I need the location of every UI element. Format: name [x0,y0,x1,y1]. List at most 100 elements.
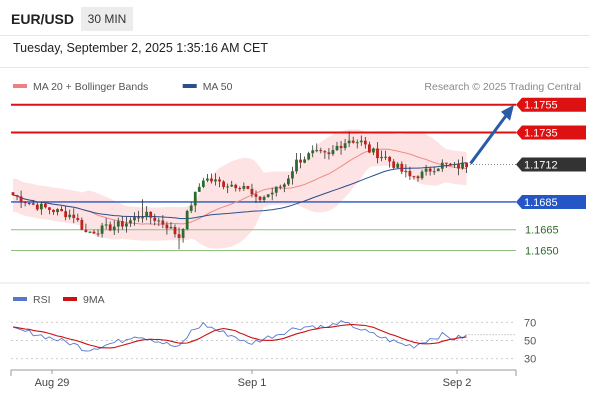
candle-body [15,195,19,197]
candle-body [465,162,468,168]
candle-body [218,179,221,182]
candle-body [355,142,359,144]
candle-body [331,150,335,155]
candle-body [400,163,404,172]
candle-body [404,171,408,173]
credit-text: Research © 2025 Trading Central [424,81,581,93]
candle-body [453,164,456,166]
level-label-1.1650: 1.1650 [525,246,559,258]
candle-body [169,226,173,229]
candle-body [193,191,197,206]
candle-body [112,226,116,231]
candle-body [157,220,161,222]
candle-body [424,168,428,172]
candle-body [72,214,76,219]
level-label-1.1735: 1.1735 [524,128,558,140]
candle-body [380,156,383,159]
candle-body [201,180,205,187]
candle-body [189,205,193,211]
candle-body [153,217,157,221]
candle-body [246,186,250,189]
candle-body [432,171,436,173]
candle-body [282,184,286,188]
legend-label-0: MA 20 + Bollinger Bands [33,81,148,93]
candle-body [461,162,464,169]
candle-body [100,225,104,234]
rsi-tick-30: 30 [524,354,536,366]
candle-body [372,148,375,153]
candle-body [274,186,278,193]
candle-body [120,221,124,227]
candle-body [185,210,189,230]
candle-body [339,145,343,149]
candle-body [436,168,440,172]
candle-body [197,186,201,192]
candle-body [165,224,169,229]
level-tag-1.1755 [516,97,586,112]
legend-swatch-0 [13,84,27,88]
candle-body [141,217,144,219]
ma50-line [12,162,467,220]
candle-body [416,176,420,179]
candle-body [250,188,254,195]
candle-body [238,188,242,190]
timeframe-button[interactable]: 30 MIN [81,7,133,31]
candle-body [206,178,209,181]
level-label-1.1685: 1.1685 [524,197,558,209]
candle-body [457,164,460,169]
candle-body [181,229,185,238]
candle-body [384,156,387,158]
x-tick-label-0: Aug 29 [35,377,70,389]
candle-body [137,217,140,219]
candle-body [335,145,339,151]
candle-body [388,156,392,162]
forecast-arrow-head [501,104,514,121]
candle-body [295,159,298,172]
candle-body [149,211,153,218]
candle-body [64,211,68,218]
candle-body [254,194,258,197]
candle-body [27,202,31,204]
candle-body [104,224,108,226]
candle-body [359,140,363,143]
candle-body [222,181,225,187]
timestamp: Tuesday, September 2, 2025 1:35:16 AM CE… [13,41,269,55]
candle-body [287,178,290,185]
candle-body [108,224,112,231]
legend-label-1: MA 50 [203,81,233,93]
candle-body [133,217,136,221]
header-divider [0,35,590,36]
level-tag-1.1735 [516,125,586,140]
symbol-label: EUR/USD [11,11,75,27]
candle-body [396,163,400,168]
candle-body [303,159,306,163]
candle-body [23,202,27,204]
candle-body [173,226,177,235]
candle-body [230,184,234,187]
x-tick-label-2: Sep 2 [443,377,472,389]
forecast-arrow-shaft [469,114,508,165]
candle-body [145,211,149,218]
level-label-1.1665: 1.1665 [525,225,559,237]
legend-swatch-1 [182,84,197,88]
candle-body [35,204,39,210]
candle-body [299,159,302,163]
candle-body [210,178,213,182]
level-tag-1.1685 [516,194,586,209]
candle-body [52,209,55,213]
candle-body [444,162,448,164]
candle-body [449,163,452,165]
candle-body [88,231,92,233]
candle-body [76,218,80,220]
candle-body [376,148,379,159]
candle-body [311,150,315,154]
candle-body [11,192,15,196]
candle-body [392,161,396,168]
candle-body [44,203,47,208]
candle-body [116,221,120,227]
candle-body [96,233,100,235]
level-tag-1.1712 [516,157,586,172]
rsi-legend-swatch-1 [63,297,77,301]
candle-body [351,140,355,143]
